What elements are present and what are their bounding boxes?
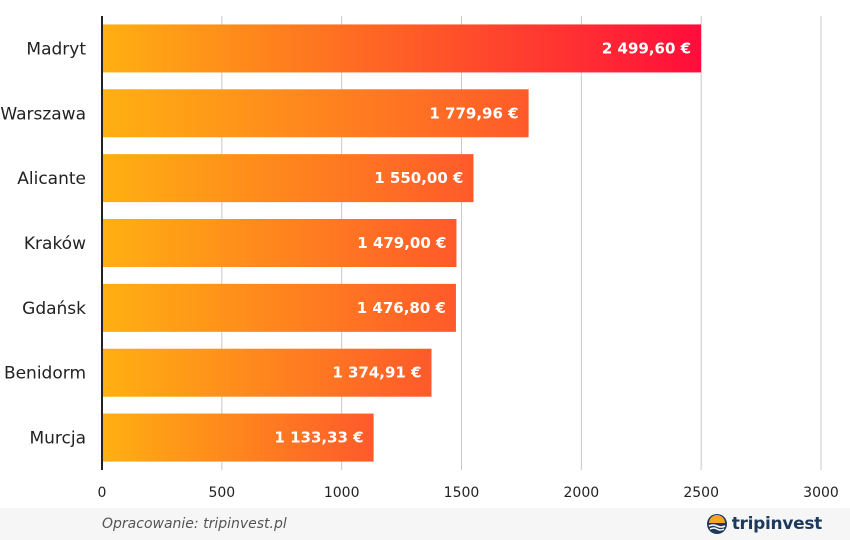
data-label: 1 779,96 € — [429, 104, 518, 122]
bar — [102, 89, 529, 138]
x-tick-label: 1500 — [444, 485, 480, 501]
data-label: 1 476,80 € — [357, 299, 446, 317]
category-label: Murcja — [29, 429, 86, 449]
data-label: 1 133,33 € — [274, 429, 363, 447]
x-tick-label: 500 — [208, 485, 235, 501]
bar — [102, 154, 474, 203]
bar-chart: 0 500 1000 1500 2000 2500 3000 Madryt 2 499,60 €… — [0, 16, 839, 501]
category-label: Benidorm — [4, 364, 86, 384]
labels: 0 500 1000 1500 2000 2500 3000 Madryt 2 499,60 €… — [0, 39, 838, 501]
x-tick-label: 3000 — [803, 485, 839, 501]
bar — [102, 219, 457, 267]
x-tick-label: 0 — [98, 485, 107, 501]
data-label: 2 499,60 € — [602, 39, 691, 57]
footer: Opracowanie: tripinvest.pl tripinvest — [0, 508, 850, 540]
x-tick-label: 2000 — [564, 485, 600, 501]
category-label: Gdańsk — [22, 299, 86, 319]
data-label: 1 479,00 € — [357, 234, 446, 252]
bar — [102, 348, 432, 397]
bar — [102, 413, 374, 462]
category-label: Madryt — [26, 39, 86, 59]
sun-wave-icon — [706, 514, 727, 534]
category-label: Kraków — [24, 234, 86, 254]
data-label: 1 374,91 € — [332, 364, 421, 382]
category-label: Warszawa — [0, 104, 86, 124]
logo-text: tripinvest — [731, 514, 823, 534]
x-tick-label: 2500 — [683, 485, 719, 501]
source-note: Opracowanie: tripinvest.pl — [102, 516, 287, 532]
bars — [102, 24, 702, 462]
brand-logo: tripinvest — [706, 513, 822, 535]
x-tick-label: 1000 — [324, 485, 360, 501]
bar — [102, 24, 702, 73]
data-label: 1 550,00 € — [374, 169, 463, 187]
category-label: Alicante — [17, 169, 86, 189]
bar — [102, 283, 456, 332]
